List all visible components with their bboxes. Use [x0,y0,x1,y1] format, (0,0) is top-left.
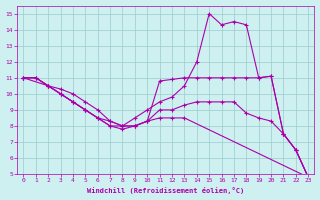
X-axis label: Windchill (Refroidissement éolien,°C): Windchill (Refroidissement éolien,°C) [87,187,244,194]
